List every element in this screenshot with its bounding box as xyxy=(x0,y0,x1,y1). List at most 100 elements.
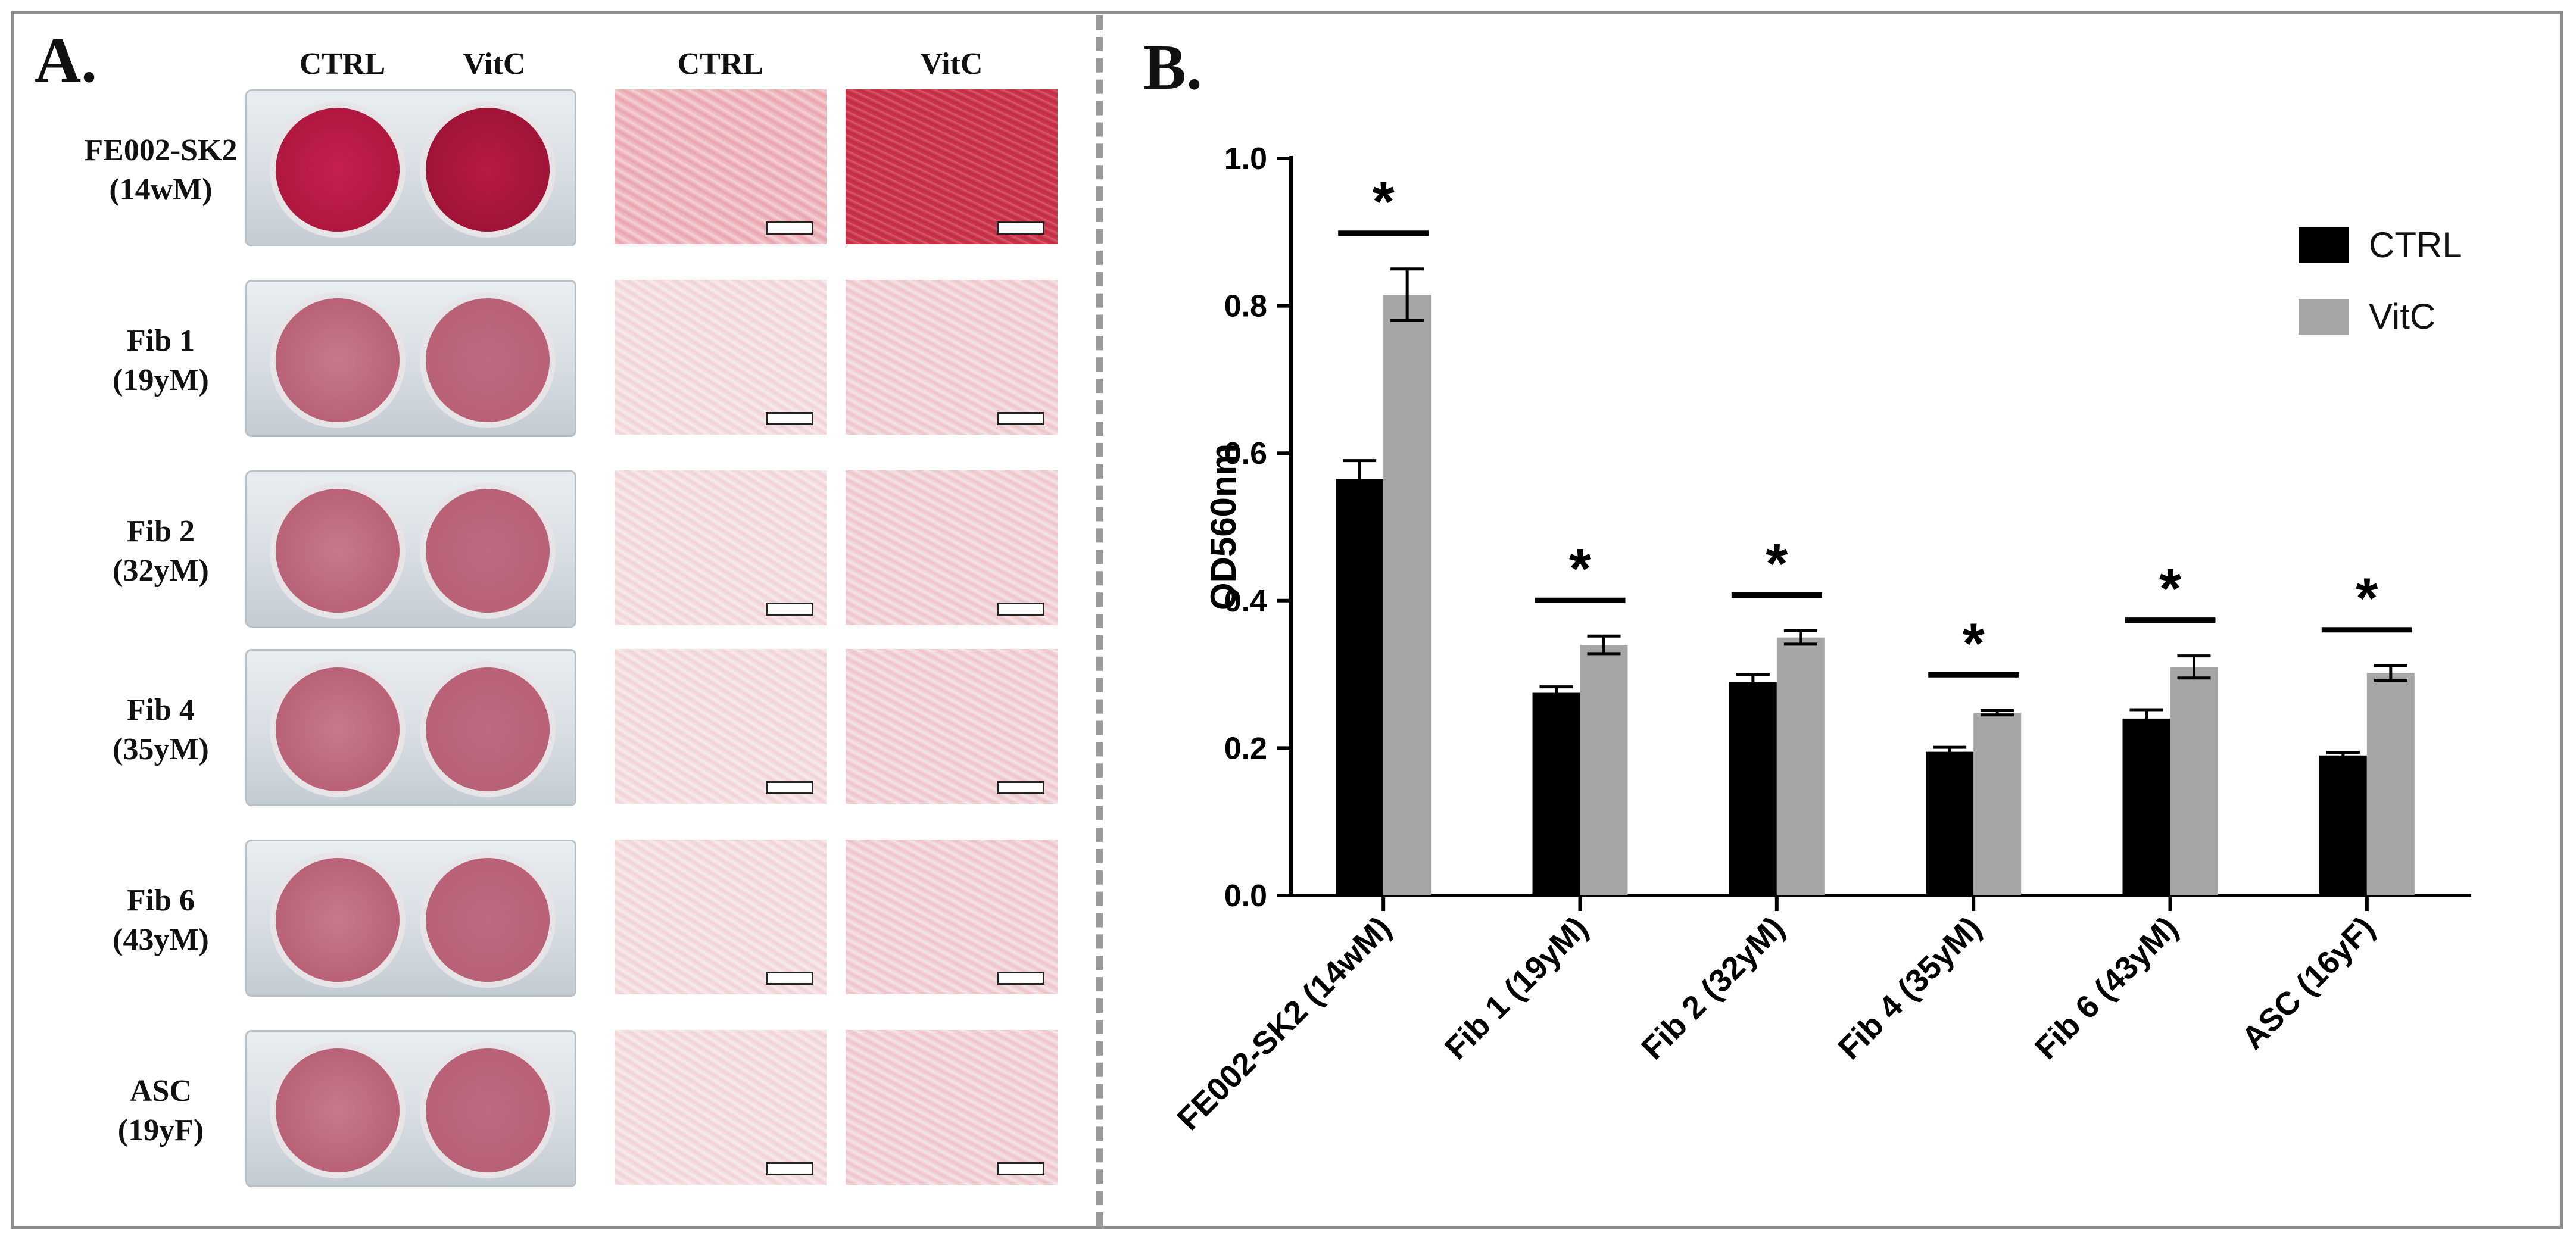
well-plate-photo xyxy=(245,470,576,628)
bar-vitc xyxy=(1580,645,1628,895)
plate-header-vitc: VitC xyxy=(463,47,526,81)
scale-bar xyxy=(766,972,813,985)
scale-bar xyxy=(997,1162,1044,1175)
significance-star: * xyxy=(1766,532,1788,596)
scale-bar xyxy=(766,603,813,616)
scale-bar xyxy=(766,412,813,425)
bar-ctrl xyxy=(1532,692,1580,895)
x-tick-label: Fib 6 (43yM) xyxy=(2028,910,2185,1066)
x-tick-label: Fib 2 (32yM) xyxy=(1635,910,1791,1066)
well-ctrl xyxy=(270,483,406,619)
bar-ctrl xyxy=(2122,718,2170,895)
row-label-name: Fib 6 xyxy=(126,884,195,918)
row-label-sub: (43yM) xyxy=(113,923,209,957)
row-label-sub: (32yM) xyxy=(113,554,209,588)
significance-star: * xyxy=(2159,557,2182,621)
micro-header-vitc: VitC xyxy=(920,47,983,81)
x-tick-label: FE002-SK2 (14wM) xyxy=(1171,910,1398,1137)
well-vitc xyxy=(420,661,556,797)
row-label: FE002-SK2 (14wM) xyxy=(71,131,250,210)
micrograph-vitc xyxy=(846,649,1058,804)
well-plate-photo xyxy=(245,1030,576,1187)
bar-ctrl xyxy=(1729,681,1777,895)
well-ctrl xyxy=(270,661,406,797)
well-vitc xyxy=(420,102,556,238)
row-label: Fib 2 (32yM) xyxy=(71,512,250,591)
micrograph-vitc xyxy=(846,1030,1058,1185)
row-label-sub: (14wM) xyxy=(109,173,213,207)
bar-ctrl xyxy=(1336,479,1384,895)
well-ctrl xyxy=(270,852,406,988)
well-plate-photo xyxy=(245,840,576,997)
row-label-sub: (19yM) xyxy=(113,363,209,397)
row-label-name: Fib 1 xyxy=(126,324,195,358)
micrograph-ctrl xyxy=(615,89,827,244)
y-tick-label: 0.6 xyxy=(1224,436,1267,471)
well-plate-photo xyxy=(245,89,576,246)
row-label-sub: (35yM) xyxy=(113,732,209,766)
row-label-name: Fib 2 xyxy=(126,514,195,548)
plate-header-ctrl: CTRL xyxy=(299,47,386,81)
scale-bar xyxy=(766,1162,813,1175)
well-plate-photo xyxy=(245,280,576,437)
micrograph-ctrl xyxy=(615,840,827,994)
well-ctrl xyxy=(270,102,406,238)
well-plate-photo xyxy=(245,649,576,806)
significance-star: * xyxy=(2356,567,2378,631)
legend-swatch-ctrl xyxy=(2299,227,2349,263)
micrograph-ctrl xyxy=(615,649,827,804)
row-label: Fib 6 (43yM) xyxy=(71,881,250,960)
well-ctrl xyxy=(270,292,406,428)
scale-bar xyxy=(766,221,813,235)
micrograph-vitc xyxy=(846,280,1058,435)
x-tick-label: ASC (16yF) xyxy=(2235,910,2381,1056)
scale-bar xyxy=(766,781,813,794)
row-label: Fib 4 (35yM) xyxy=(71,691,250,769)
legend-label-ctrl: CTRL xyxy=(2369,225,2462,265)
panel-b-letter: B. xyxy=(1143,32,1203,103)
bar-ctrl xyxy=(1926,751,1974,895)
y-tick-label: 0.0 xyxy=(1224,879,1267,913)
panel-divider xyxy=(1096,15,1103,1227)
significance-star: * xyxy=(1569,537,1592,601)
bar-ctrl xyxy=(2319,755,2367,895)
scale-bar xyxy=(997,781,1044,794)
bar-vitc xyxy=(2366,673,2415,895)
micrograph-vitc xyxy=(846,470,1058,625)
bar-vitc xyxy=(1973,712,2022,895)
figure-frame xyxy=(11,11,2563,1229)
row-label: ASC (19yF) xyxy=(71,1072,250,1150)
scale-bar xyxy=(997,221,1044,235)
row-label-name: Fib 4 xyxy=(126,693,195,727)
bar-vitc xyxy=(1383,295,1432,895)
bar-vitc xyxy=(1776,637,1825,895)
micrograph-ctrl xyxy=(615,470,827,625)
scale-bar xyxy=(997,972,1044,985)
well-vitc xyxy=(420,852,556,988)
y-tick-label: 0.8 xyxy=(1224,289,1267,324)
significance-star: * xyxy=(1962,611,1985,675)
micrograph-ctrl xyxy=(615,280,827,435)
y-axis-label: OD560nm xyxy=(1203,444,1243,610)
well-ctrl xyxy=(270,1043,406,1178)
significance-star: * xyxy=(1372,170,1395,234)
row-label-name: ASC xyxy=(129,1074,192,1108)
well-vitc xyxy=(420,483,556,619)
bar-vitc xyxy=(2170,667,2218,895)
y-tick-label: 0.4 xyxy=(1224,584,1267,619)
row-label-name: FE002-SK2 xyxy=(84,133,238,167)
micrograph-vitc xyxy=(846,840,1058,994)
y-tick-label: 0.2 xyxy=(1224,731,1267,766)
scale-bar xyxy=(997,603,1044,616)
row-label-sub: (19yF) xyxy=(117,1113,204,1147)
row-label: Fib 1 (19yM) xyxy=(71,322,250,400)
micrograph-vitc xyxy=(846,89,1058,244)
y-tick-label: 1.0 xyxy=(1224,142,1267,176)
x-tick-label: Fib 4 (35yM) xyxy=(1832,910,1988,1066)
legend-swatch-vitc xyxy=(2299,299,2349,335)
micrograph-ctrl xyxy=(615,1030,827,1185)
well-vitc xyxy=(420,292,556,428)
well-vitc xyxy=(420,1043,556,1178)
panel-a-letter: A. xyxy=(35,25,97,96)
